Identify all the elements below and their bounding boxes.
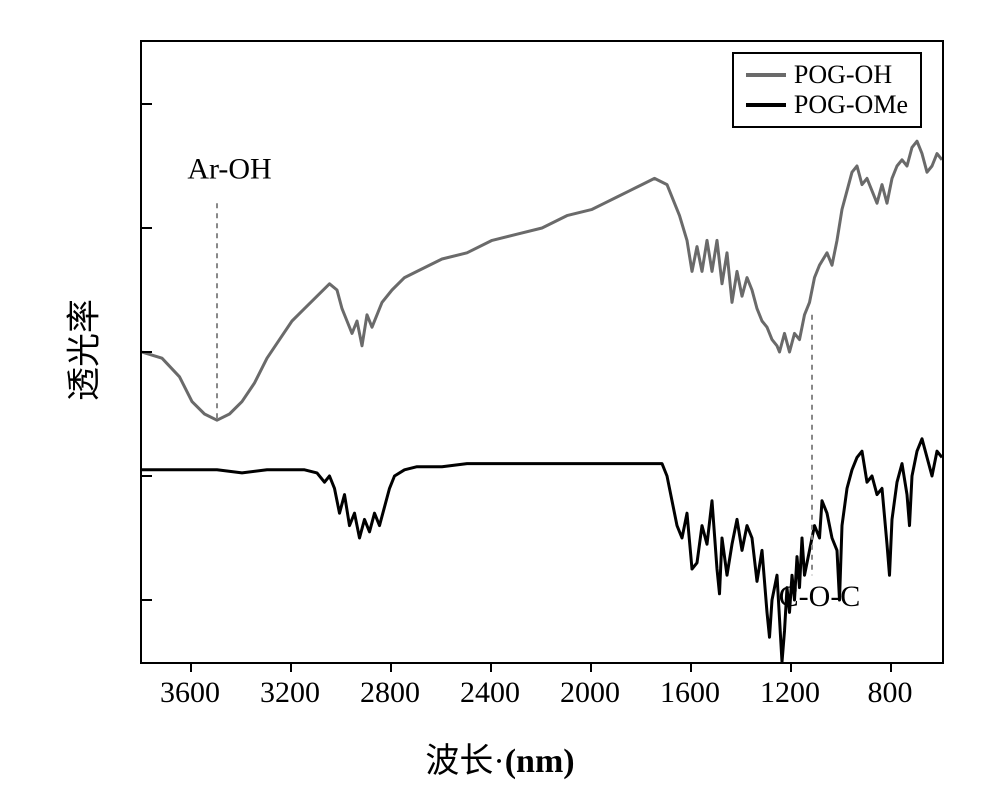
xtick-mark: [890, 662, 892, 672]
plot-svg: Ar-OH C-O-C: [142, 42, 942, 662]
ytick-mark: [142, 227, 152, 229]
annotation-text: Ar-OH: [187, 152, 271, 185]
x-axis-label-unit: (nm): [505, 743, 575, 780]
ytick-mark: [142, 475, 152, 477]
legend-label-pog-oh: POG-OH: [794, 60, 892, 90]
x-axis-label-text: 波长·: [425, 743, 504, 780]
xtick-label: 3200: [260, 676, 320, 710]
x-ticks: 3600320028002400200016001200800: [140, 662, 940, 702]
xtick-label: 2000: [560, 676, 620, 710]
legend-swatch-pog-oh: [746, 73, 786, 77]
ytick-mark: [142, 103, 152, 105]
xtick-mark: [590, 662, 592, 672]
xtick-label: 1200: [760, 676, 820, 710]
xtick-label: 2800: [360, 676, 420, 710]
xtick-label: 1600: [660, 676, 720, 710]
xtick-mark: [490, 662, 492, 672]
xtick-mark: [290, 662, 292, 672]
xtick-mark: [690, 662, 692, 672]
legend-box: POG-OH POG-OMe: [732, 52, 922, 128]
figure-container: 透光率 Ar-OHC-O-C POG-OH POG-OMe 3600320028…: [0, 0, 1000, 800]
xtick-label: 2400: [460, 676, 520, 710]
legend-label-pog-ome: POG-OMe: [794, 90, 908, 120]
xtick-mark: [390, 662, 392, 672]
plot-area: Ar-OH C-O-C POG-OH POG-OMe: [140, 40, 944, 664]
x-axis-label: 波长·(nm): [0, 733, 1000, 782]
xtick-mark: [790, 662, 792, 672]
xtick-label: 3600: [160, 676, 220, 710]
y-axis-label: 透光率: [57, 299, 106, 401]
legend-item-pog-oh: POG-OH: [746, 60, 908, 90]
ytick-mark: [142, 599, 152, 601]
xtick-label: 800: [868, 676, 913, 710]
ytick-mark: [142, 351, 152, 353]
xtick-mark: [190, 662, 192, 672]
series-POG-OMe: [142, 439, 942, 662]
annotation-text: C-O-C: [779, 580, 861, 613]
legend-item-pog-ome: POG-OMe: [746, 90, 908, 120]
legend-swatch-pog-ome: [746, 103, 786, 107]
